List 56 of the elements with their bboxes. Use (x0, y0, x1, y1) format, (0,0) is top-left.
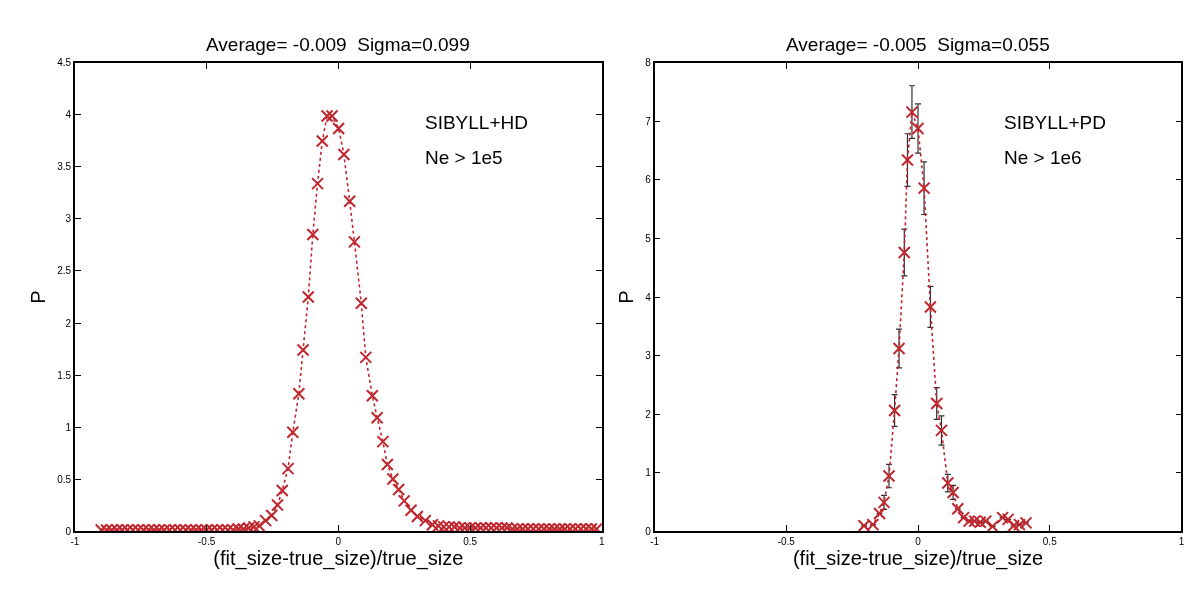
x-tick-label: 0 (335, 535, 342, 547)
y-tick-label: 3 (65, 213, 72, 225)
y-tick-label: 4 (645, 291, 652, 303)
x-axis-title: (fit_size-true_size)/true_size (792, 546, 1044, 570)
x-tick-label: -0.5 (198, 535, 216, 547)
annotation: Ne > 1e5 (425, 147, 503, 168)
y-tick-label: 0 (645, 525, 652, 537)
y-tick-label: 1.5 (57, 369, 72, 381)
point (905, 105, 919, 119)
x-tick-label: 1 (599, 535, 606, 547)
y-axis-title: P (615, 290, 638, 304)
point (996, 511, 1010, 525)
x-tick-label: 0 (915, 535, 922, 547)
point (897, 246, 911, 260)
point (911, 121, 925, 135)
annotation: SIBYLL+HD (425, 112, 528, 133)
point (882, 469, 896, 483)
y-tick-label: 8 (645, 57, 652, 69)
point (930, 397, 944, 410)
x-tick-label: -1 (70, 535, 80, 547)
y-tick-label: 2 (645, 408, 652, 420)
x-tick-label: 0.5 (1042, 535, 1058, 547)
annotation: SIBYLL+PD (1004, 112, 1106, 133)
y-tick-label: 5 (645, 232, 652, 244)
point (1012, 518, 1026, 532)
x-tick-label: 0.5 (463, 535, 478, 547)
point (917, 181, 931, 195)
point (923, 300, 937, 314)
y-tick-label: 4.5 (57, 57, 72, 69)
y-tick-label: 7 (645, 115, 652, 127)
y-tick-label: 2 (65, 317, 72, 329)
y-tick-label: 1 (65, 421, 72, 433)
point (888, 404, 902, 418)
x-tick-label: -1 (650, 535, 660, 547)
point (1001, 512, 1015, 526)
y-tick-label: 3.5 (57, 161, 72, 173)
point (873, 507, 887, 521)
point (892, 341, 906, 355)
y-tick-label: 4 (65, 109, 72, 121)
y-axis-title: P (27, 290, 50, 304)
point (951, 502, 965, 516)
x-tick-label: -0.5 (777, 535, 796, 547)
chart-title: Average= -0.005 Sigma=0.055 (786, 34, 1050, 55)
point (934, 423, 948, 437)
y-tick-label: 0.5 (57, 473, 72, 485)
annotation: Ne > 1e6 (1004, 147, 1082, 168)
y-tick-label: 1 (645, 467, 652, 479)
chart-title: Average= -0.009 Sigma=0.099 (206, 34, 470, 55)
y-tick-label: 2.5 (57, 265, 72, 277)
y-tick-label: 6 (645, 174, 652, 186)
point (986, 519, 1000, 532)
y-tick-label: 0 (65, 525, 72, 537)
x-tick-label: 1 (1178, 535, 1185, 547)
y-tick-label: 3 (645, 350, 652, 362)
point (900, 153, 914, 167)
x-axis-title: (fit_size-true_size)/true_size (213, 546, 464, 570)
